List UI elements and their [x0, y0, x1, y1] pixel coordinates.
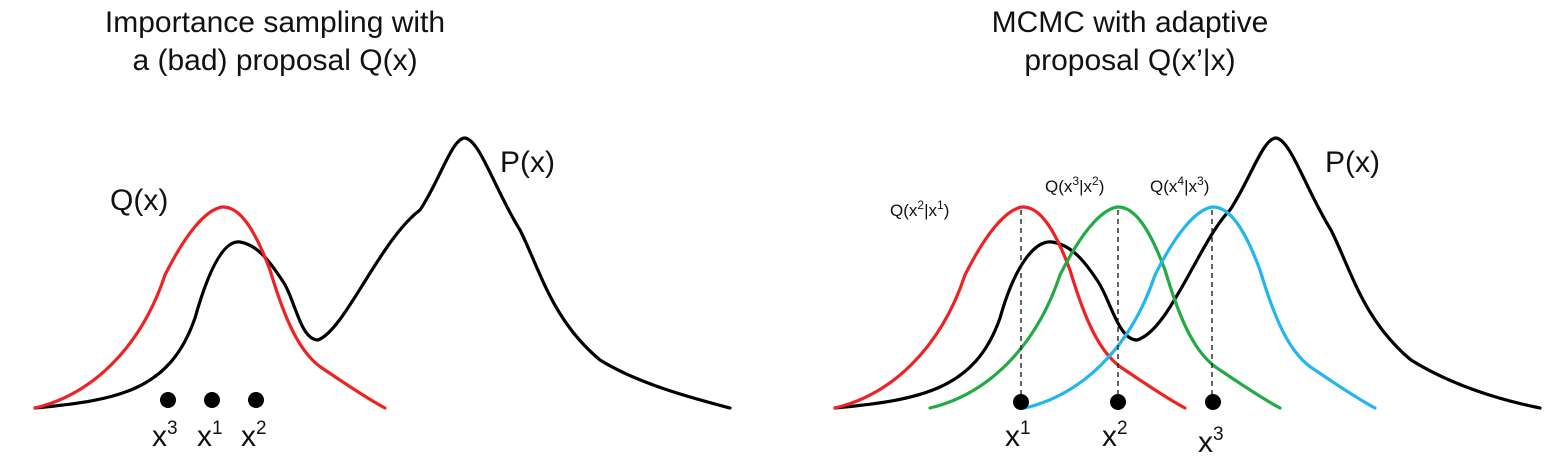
right-panel-title: MCMC with adaptive proposal Q(x’|x) — [880, 4, 1380, 80]
left-target-curve — [33, 136, 732, 410]
left-title-line2: a (bad) proposal Q(x) — [132, 44, 418, 77]
left-panel-title: Importance sampling with a (bad) proposa… — [20, 4, 530, 80]
right-title-line1: MCMC with adaptive — [991, 6, 1269, 39]
right-sample-dot-3 — [1205, 394, 1221, 410]
right-proposal-2-curve — [928, 205, 1282, 410]
right-proposal-2-label: Q(x3|x2) — [1045, 174, 1104, 196]
right-sample-label-1: x1 — [1005, 418, 1031, 453]
left-sample-dot-3 — [248, 392, 264, 408]
right-proposal-1-label: Q(x2|x1) — [890, 198, 949, 220]
left-sample-label-3: x2 — [241, 418, 267, 453]
right-target-curve — [833, 136, 1542, 410]
right-sample-label-3: x3 — [1198, 424, 1224, 459]
right-target-label: P(x) — [1325, 146, 1380, 179]
right-title-line2: proposal Q(x’|x) — [1024, 44, 1236, 77]
right-sample-dot-1 — [1013, 394, 1029, 410]
left-sample-dot-2 — [204, 392, 220, 408]
right-sample-label-2: x2 — [1102, 418, 1128, 453]
left-proposal-label: Q(x) — [110, 184, 168, 217]
left-sample-dot-1 — [160, 392, 176, 408]
right-panel: P(x) Q(x2|x1) Q(x3|x2) Q(x4|x3) x1 x2 x3 — [833, 136, 1542, 459]
right-proposal-1-curve — [833, 205, 1187, 410]
left-sample-label-2: x1 — [197, 418, 223, 453]
left-panel: P(x) Q(x) x3 x1 x2 — [33, 136, 732, 453]
right-proposal-3-curve — [1023, 205, 1377, 410]
left-proposal-curve — [33, 205, 387, 410]
left-title-line1: Importance sampling with — [104, 6, 446, 39]
left-sample-label-1: x3 — [152, 418, 178, 453]
left-target-label: P(x) — [500, 146, 555, 179]
right-proposal-3-label: Q(x4|x3) — [1150, 174, 1209, 196]
right-sample-dot-2 — [1110, 394, 1126, 410]
